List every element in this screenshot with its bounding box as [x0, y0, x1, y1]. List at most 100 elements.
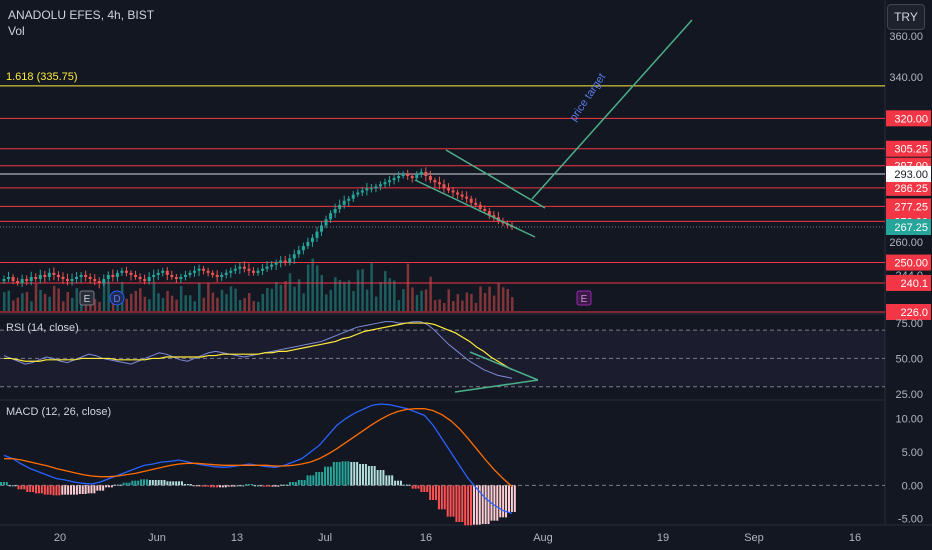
macd-histogram-bar [99, 485, 102, 491]
candle-body [292, 254, 296, 259]
price-axis-tick: 260.00 [889, 237, 923, 249]
macd-histogram-bar [154, 480, 157, 486]
macd-histogram-bar [373, 466, 376, 486]
macd-histogram-bar [32, 485, 35, 492]
macd-histogram-bar [183, 484, 186, 486]
candle-body [401, 173, 405, 177]
macd-histogram-bar [175, 481, 178, 486]
volume-bar [152, 281, 156, 311]
time-axis-tick: 16 [420, 532, 432, 544]
macd-histogram-bar [455, 485, 458, 522]
macd-histogram-bar [505, 485, 508, 518]
volume-bar [429, 276, 432, 311]
macd-histogram-bar [72, 485, 75, 495]
macd-histogram-bar [14, 485, 17, 487]
macd-histogram-bar [119, 484, 122, 486]
volume-bar [456, 294, 460, 311]
candle-body [179, 276, 183, 280]
candle-body [374, 186, 378, 189]
macd-histogram-bar [502, 485, 505, 518]
candle-body [97, 281, 101, 284]
macd-histogram-bar [230, 485, 233, 487]
candle-body [442, 184, 446, 189]
volume-bar [338, 280, 342, 311]
time-axis-tick: Aug [533, 532, 553, 544]
time-axis-tick: 13 [231, 532, 243, 544]
candle-body [306, 241, 310, 247]
macd-histogram-bar [227, 485, 230, 487]
price-level-tag [886, 274, 931, 291]
macd-histogram-bar [26, 485, 29, 492]
macd-histogram-bar [157, 480, 160, 486]
macd-histogram-bar [446, 485, 449, 517]
macd-histogram-bar [2, 482, 5, 486]
macd-histogram-bar [148, 480, 151, 486]
macd-histogram-bar [201, 485, 204, 487]
candle-body [288, 258, 292, 263]
macd-histogram-bar [180, 481, 183, 486]
macd-histogram-bar [496, 485, 499, 521]
macd-histogram-bar [478, 485, 481, 525]
macd-histogram-bar [338, 462, 341, 486]
macd-histogram-bar [382, 470, 385, 486]
macd-histogram-bar [467, 485, 470, 526]
price-level-tag-label: 286.25 [894, 183, 928, 195]
candle-body [478, 204, 482, 209]
current-price-tag [886, 219, 931, 236]
candle-body [242, 266, 246, 269]
candle-body [120, 270, 124, 273]
channel-lower-line [414, 179, 536, 238]
candle-body [193, 270, 196, 273]
volume-bar [420, 290, 423, 311]
macd-histogram-bar [286, 484, 289, 486]
candle-body [383, 182, 387, 185]
macd-histogram-bar [432, 485, 435, 500]
macd-histogram-bar [449, 485, 452, 517]
candle-body [324, 219, 328, 226]
macd-histogram-bar [236, 485, 239, 487]
macd-histogram-bar [452, 485, 455, 517]
volume-bar [34, 283, 38, 311]
macd-histogram-bar [335, 462, 338, 486]
candle-body [115, 272, 119, 277]
candle-body [197, 268, 201, 271]
macd-histogram-bar [367, 466, 370, 486]
volume-bar [320, 275, 323, 311]
macd-histogram-bar [280, 484, 283, 486]
candle-body [279, 260, 283, 263]
candle-body [419, 171, 423, 174]
macd-histogram-bar [43, 485, 46, 495]
macd-histogram-bar [169, 481, 172, 486]
volume-bar [102, 282, 106, 311]
time-axis-tick: Jun [148, 532, 166, 544]
volume-bar [220, 289, 224, 311]
candle-body [447, 188, 450, 191]
volume-bar [161, 297, 165, 311]
candle-body [483, 208, 487, 212]
volume-bar [148, 299, 151, 311]
price-level-tag [886, 110, 931, 127]
macd-histogram-bar [391, 475, 394, 486]
candle-body [297, 250, 301, 255]
volume-bar [143, 296, 147, 311]
volume-bar [275, 281, 278, 311]
macd-histogram-bar [440, 485, 443, 510]
macd-histogram-bar [131, 480, 134, 486]
macd-histogram-bar [364, 464, 367, 486]
candle-body [129, 272, 133, 275]
volume-bar [257, 301, 260, 311]
macd-histogram-bar [122, 482, 125, 486]
macd-histogram-bar [210, 485, 213, 488]
volume-bar [52, 285, 56, 311]
candle-body [356, 192, 360, 195]
volume-bar [379, 281, 382, 311]
macd-histogram-bar [318, 472, 321, 486]
macd-histogram-bar [40, 485, 43, 494]
currency-button[interactable]: TRY [887, 4, 925, 30]
candle-body [247, 268, 251, 271]
candle-body [392, 178, 396, 181]
candle-body [378, 184, 382, 187]
macd-histogram-bar [359, 464, 362, 486]
rsi-trendline-upper [469, 351, 539, 381]
current-price-tag-label: 267.25 [894, 222, 928, 234]
